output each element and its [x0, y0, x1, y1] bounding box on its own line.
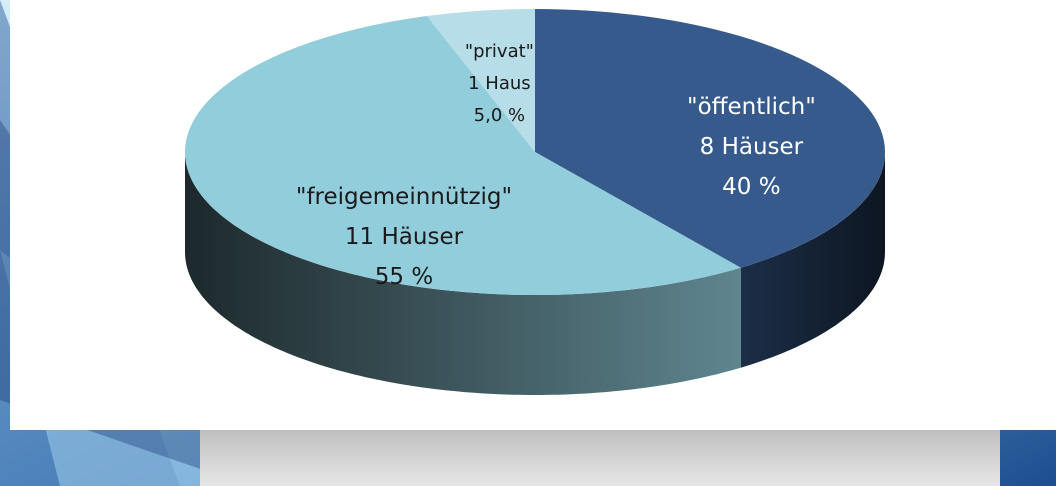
- page: {"chart_data": {"type": "pie3d", "catego…: [0, 0, 1056, 486]
- chart: "öffentlich" 8 Häuser 40 % "freigemeinnützi…: [0, 0, 1056, 486]
- right-panel: [975, 0, 1056, 430]
- value-label: 5,0 %: [474, 105, 525, 126]
- slice-label: "privat": [465, 41, 534, 62]
- count-label: 8 Häuser: [700, 134, 804, 160]
- pie: "öffentlich" 8 Häuser 40 % "freigemeinnützi…: [185, 9, 885, 395]
- slice-label: "öffentlich": [687, 94, 816, 120]
- count-label: 1 Haus: [468, 73, 531, 94]
- value-label: 40 %: [722, 174, 780, 200]
- value-label: 55 %: [375, 264, 433, 290]
- count-label: 11 Häuser: [345, 224, 464, 250]
- slice-label: "freigemeinnützig": [296, 184, 512, 210]
- shadow: [200, 430, 1000, 486]
